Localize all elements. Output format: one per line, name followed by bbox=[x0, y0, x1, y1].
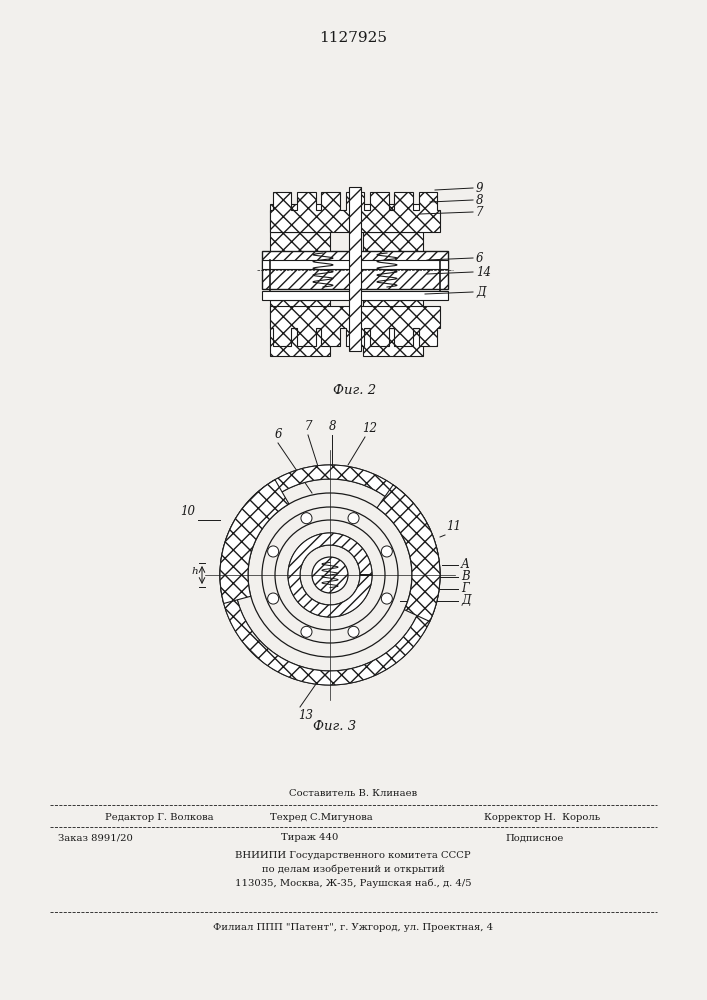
Text: В: В bbox=[461, 570, 469, 584]
Text: 1127925: 1127925 bbox=[319, 31, 387, 45]
Text: 12: 12 bbox=[362, 422, 377, 435]
Text: Составитель В. Клинаев: Составитель В. Клинаев bbox=[289, 788, 417, 798]
Circle shape bbox=[381, 546, 392, 557]
Text: 10: 10 bbox=[180, 505, 195, 518]
Polygon shape bbox=[270, 306, 440, 346]
Text: Редактор Г. Волкова: Редактор Г. Волкова bbox=[105, 812, 214, 822]
Text: 13: 13 bbox=[298, 709, 313, 722]
Text: ВНИИПИ Государственного комитета СССР: ВНИИПИ Государственного комитета СССР bbox=[235, 850, 471, 859]
Circle shape bbox=[301, 626, 312, 637]
Bar bbox=[363, 232, 423, 260]
Bar bbox=[270, 328, 330, 356]
Text: Фиг. 2: Фиг. 2 bbox=[334, 383, 377, 396]
Text: 9: 9 bbox=[476, 182, 484, 194]
Bar bbox=[363, 204, 423, 232]
Text: Д: Д bbox=[461, 594, 470, 607]
Text: Заказ 8991/20: Заказ 8991/20 bbox=[58, 834, 133, 842]
Bar bbox=[363, 328, 423, 356]
Text: 7: 7 bbox=[476, 206, 484, 219]
Text: 113035, Москва, Ж-35, Раушская наб., д. 4/5: 113035, Москва, Ж-35, Раушская наб., д. … bbox=[235, 878, 472, 888]
Text: Фиг. 3: Фиг. 3 bbox=[313, 720, 356, 734]
Circle shape bbox=[312, 557, 348, 593]
Text: 8: 8 bbox=[329, 420, 337, 433]
Text: Д: Д bbox=[476, 286, 486, 298]
Bar bbox=[262, 251, 448, 289]
Text: Г: Г bbox=[461, 582, 469, 595]
Text: Филиал ППП "Патент", г. Ужгород, ул. Проектная, 4: Филиал ППП "Патент", г. Ужгород, ул. Про… bbox=[213, 922, 493, 932]
Circle shape bbox=[348, 626, 359, 637]
Bar bbox=[349, 187, 361, 351]
Text: 14: 14 bbox=[476, 265, 491, 278]
Text: Техред С.Мигунова: Техред С.Мигунова bbox=[270, 812, 373, 822]
Text: h: h bbox=[192, 566, 199, 576]
Text: Корректор Н.  Король: Корректор Н. Король bbox=[484, 812, 600, 822]
Circle shape bbox=[301, 513, 312, 524]
Polygon shape bbox=[220, 465, 440, 685]
Bar bbox=[363, 300, 423, 328]
Bar bbox=[270, 204, 330, 232]
Bar bbox=[270, 300, 330, 328]
Text: 7: 7 bbox=[305, 420, 312, 433]
Circle shape bbox=[381, 593, 392, 604]
Text: по делам изобретений и открытий: по делам изобретений и открытий bbox=[262, 864, 445, 874]
Polygon shape bbox=[288, 533, 372, 617]
Circle shape bbox=[268, 593, 279, 604]
Text: 8: 8 bbox=[476, 194, 484, 207]
Bar bbox=[270, 232, 330, 260]
Polygon shape bbox=[270, 192, 440, 232]
Text: 6: 6 bbox=[476, 251, 484, 264]
Circle shape bbox=[348, 513, 359, 524]
Circle shape bbox=[268, 546, 279, 557]
Text: 11: 11 bbox=[446, 520, 461, 533]
Bar bbox=[262, 291, 448, 300]
Text: 6: 6 bbox=[275, 428, 283, 441]
Text: А: А bbox=[461, 558, 470, 572]
Polygon shape bbox=[377, 485, 440, 621]
Polygon shape bbox=[220, 480, 289, 603]
Bar bbox=[262, 260, 448, 269]
Text: Подписное: Подписное bbox=[505, 834, 563, 842]
Text: Тираж 440: Тираж 440 bbox=[281, 834, 339, 842]
